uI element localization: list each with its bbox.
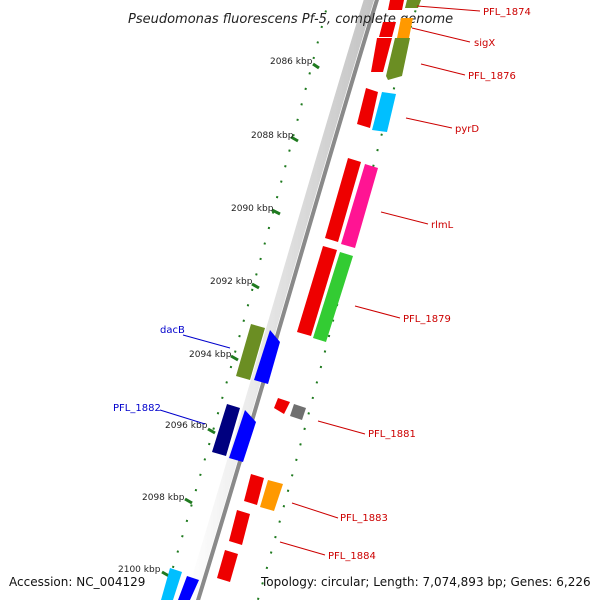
gene-bottom-left[interactable] <box>161 568 199 600</box>
tick-label-2088: 2088 kbp <box>251 131 294 141</box>
tick-label-2094: 2094 kbp <box>189 350 232 360</box>
tick-ring-inner <box>162 0 330 600</box>
gene-label-pfl-1882: PFL_1882 <box>113 403 161 414</box>
gene-pyrd[interactable] <box>357 88 396 132</box>
tick-label-2100: 2100 kbp <box>118 565 161 575</box>
gene-pfl-1879[interactable] <box>297 246 353 342</box>
gene-label-pfl-1883: PFL_1883 <box>340 513 388 524</box>
gene-sigx[interactable] <box>379 18 413 38</box>
gene-label-pfl-1874: PFL_1874 <box>483 7 531 18</box>
gene-pfl-1876[interactable] <box>371 38 410 80</box>
major-ticks <box>161 62 320 578</box>
tick-label-2090: 2090 kbp <box>231 204 274 214</box>
label-leaders-left <box>159 334 231 425</box>
tick-label-2092: 2092 kbp <box>210 277 253 287</box>
accession-text: Accession: NC_004129 <box>9 575 145 589</box>
map-title: Pseudomonas fluorescens Pf-5, complete g… <box>128 12 453 27</box>
gene-pfl-1874[interactable] <box>388 0 421 10</box>
gene-label-sigx: sigX <box>474 38 495 49</box>
gene-pfl-1882[interactable] <box>212 404 256 462</box>
gene-pfl-1881[interactable] <box>274 398 306 420</box>
tick-label-2086: 2086 kbp <box>270 57 313 67</box>
gene-dacb[interactable] <box>236 324 280 384</box>
gene-label-dacb: dacB <box>160 325 185 336</box>
gene-label-pyrd: pyrD <box>455 124 479 135</box>
tick-label-2096: 2096 kbp <box>165 421 208 431</box>
summary-text: Topology: circular; Length: 7,074,893 bp… <box>260 575 591 589</box>
backbone <box>184 0 379 600</box>
gene-rlml[interactable] <box>325 158 378 248</box>
tick-label-2098: 2098 kbp <box>142 493 185 503</box>
gene-pfl-1884[interactable] <box>229 510 250 545</box>
label-leaders-right <box>279 5 481 556</box>
gene-lower[interactable] <box>217 550 238 582</box>
gene-pfl-1883[interactable] <box>244 474 283 511</box>
gene-label-pfl-1879: PFL_1879 <box>403 314 451 325</box>
gene-label-pfl-1881: PFL_1881 <box>368 429 416 440</box>
gene-label-rlml: rlmL <box>431 220 454 231</box>
gene-label-pfl-1884: PFL_1884 <box>328 551 376 562</box>
gene-label-pfl-1876: PFL_1876 <box>468 71 516 82</box>
